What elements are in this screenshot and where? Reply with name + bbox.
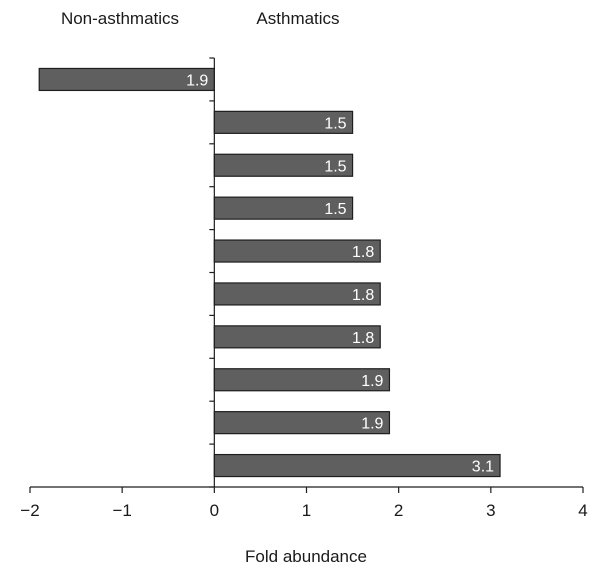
bar-value-label: 3.1: [472, 459, 494, 476]
bar-value-label: 1.9: [361, 373, 383, 390]
x-tick-label: 2: [394, 501, 403, 520]
x-tick-label: 3: [486, 501, 495, 520]
x-tick-label: −1: [112, 501, 131, 520]
right-group-header: Asthmatics: [256, 9, 339, 28]
bar-value-label: 1.8: [352, 330, 374, 347]
bar-value-label: 1.5: [324, 115, 346, 132]
x-tick-label: 0: [210, 501, 219, 520]
bar-value-label: 1.5: [324, 201, 346, 218]
axes-group: −2 −1 0 1 2 3 4: [20, 57, 588, 520]
x-tick-label: 1: [302, 501, 311, 520]
x-tick-label: 4: [578, 501, 587, 520]
bar-value-label: 1.9: [186, 72, 208, 89]
bar-value-label: 1.5: [324, 158, 346, 175]
bars-group: 1.9 1.5 1.5 1.5 1.8 1.8 1.8 1.9 1.9 3.1: [38, 67, 501, 478]
left-group-header: Non-asthmatics: [61, 9, 179, 28]
x-tick-label: −2: [20, 501, 39, 520]
bar-10: [213, 453, 501, 478]
bar-value-label: 1.9: [361, 416, 383, 433]
bar-value-label: 1.8: [352, 287, 374, 304]
bar-value-label: 1.8: [352, 244, 374, 261]
x-axis-title: Fold abundance: [245, 547, 367, 566]
